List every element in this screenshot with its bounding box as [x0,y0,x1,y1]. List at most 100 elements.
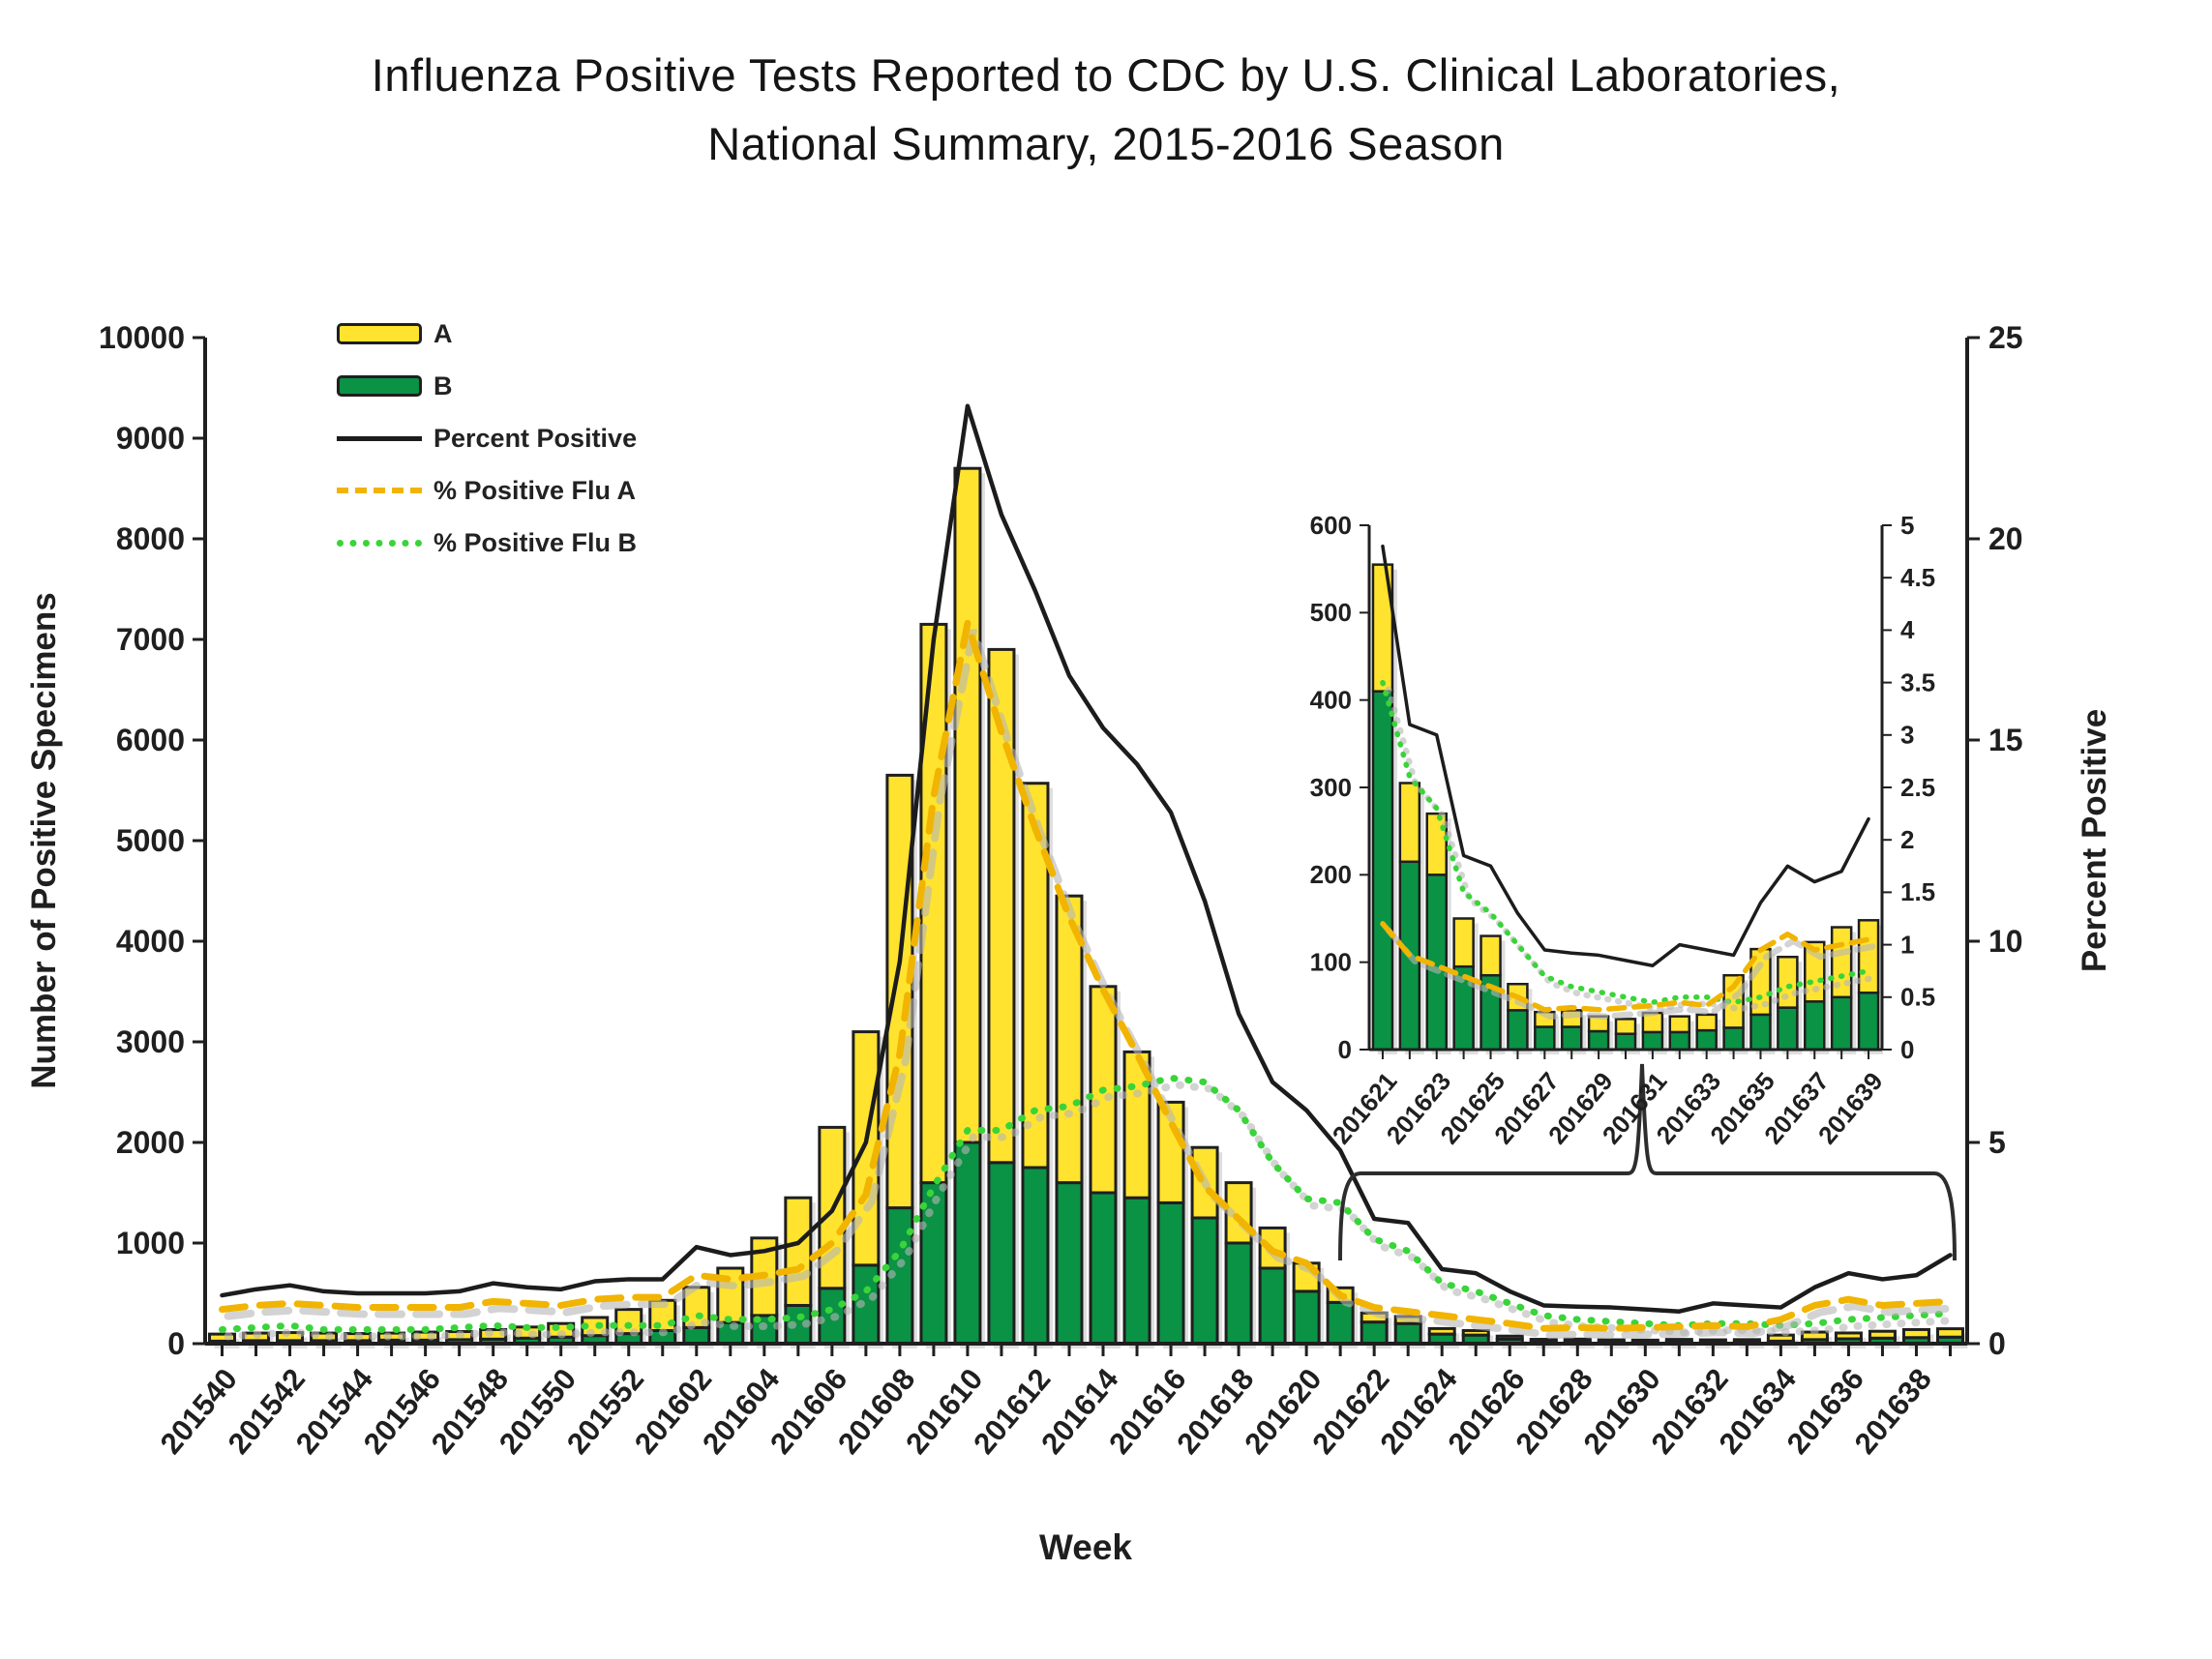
y2-tick-label: 20 [1988,521,2023,556]
y-tick-label: 400 [1310,686,1352,715]
bar-b-201632 [1668,1030,1691,1052]
legend-label-percent-flu-b: % Positive Flu B [433,527,638,557]
legend-item-flu-a: A [337,319,637,348]
bar-a-201632 [1668,1015,1691,1034]
bar-a-201636 [1777,955,1799,1009]
y2-tick-label: 0 [1988,1326,2006,1361]
y-tick-label: 600 [1310,511,1352,540]
bar-b-201631 [1641,1030,1664,1052]
bar-a-201634 [1766,1333,1795,1343]
main-y-axis-title: Number of Positive Specimens [25,592,63,1088]
bar-b-201634 [1722,1026,1745,1052]
legend-item-percent-flu-a: % Positive Flu A [337,476,637,505]
bar-a-201625 [1461,1328,1490,1337]
bar-b-201611 [987,1161,1016,1346]
bar-b-201610 [953,1141,982,1346]
bar-shadow [1536,1344,1562,1348]
y-tick-label: 9000 [116,421,185,456]
bar-a-201630 [1630,1338,1659,1344]
y2-tick-label: 5 [1900,511,1914,540]
bar-a-201611 [987,647,1016,1165]
flu-b-bar-swatch [337,375,422,397]
y2-tick-label: 5 [1988,1125,2006,1160]
y-tick-label: 300 [1310,773,1352,802]
bar-b-201636 [1777,1006,1799,1052]
flu-a-bar-swatch [337,323,422,344]
y2-tick-label: 1 [1900,930,1914,959]
percent-flu-a-line-swatch [337,488,422,493]
y2-tick-label: 0.5 [1900,983,1935,1012]
bar-b-201602 [682,1325,711,1346]
bar-a-201633 [1695,1013,1718,1032]
bar-b-201619 [1258,1266,1287,1346]
percent-flu-b-line-swatch [337,539,422,547]
bar-shadow [1671,1344,1697,1348]
y-tick-label: 200 [1310,860,1352,889]
bar-b-201626 [1507,1009,1529,1052]
chart-title: Influenza Positive Tests Reported to CDC… [0,41,2212,179]
main-y2-axis-title: Percent Positive [2076,709,2113,972]
bar-a-201632 [1698,1338,1727,1344]
bar-a-201605 [784,1196,813,1307]
percent-flu-b-line-shadow [1385,686,1878,1013]
bar-shadow [1637,1345,1663,1348]
bar-b-201633 [1695,1028,1718,1052]
bar-b-201639 [1857,992,1880,1052]
y-tick-label: 0 [1338,1035,1352,1064]
y-tick-label: 500 [1310,598,1352,627]
percent-flu-a-line [1380,921,1871,1013]
y-tick-label: 100 [1310,948,1352,977]
y2-tick-label: 10 [1988,924,2023,959]
chart-title-line-1: Influenza Positive Tests Reported to CDC… [371,49,1841,101]
bar-a-201622 [1398,782,1421,864]
bar-b-201622 [1360,1320,1389,1346]
bar-b-201635 [1749,1013,1772,1052]
y2-tick-label: 3.5 [1900,667,1935,696]
chart-title-line-2: National Summary, 2015-2016 Season [707,118,1505,170]
bar-a-201610 [953,466,982,1144]
y2-tick-label: 4.5 [1900,563,1935,592]
bar-b-201623 [1393,1321,1422,1346]
bar-a-201631 [1664,1338,1693,1344]
bar-shadow [1739,1344,1765,1348]
bar-b-201637 [1804,1000,1826,1052]
bar-shadow [1705,1345,1731,1348]
y-tick-label: 10000 [99,320,185,355]
legend-item-flu-b: B [337,371,637,400]
y-tick-label: 3000 [116,1024,185,1059]
legend-item-percent-positive: Percent Positive [337,424,637,453]
y-tick-label: 4000 [116,924,185,959]
y2-tick-label: 1.5 [1900,877,1935,906]
bar-b-201629 [1587,1029,1610,1052]
y-tick-label: 8000 [116,521,185,556]
y2-tick-label: 3 [1900,721,1914,750]
bar-a-201608 [885,773,914,1210]
bar-b-201621 [1326,1300,1355,1346]
bar-b-201621 [1371,690,1394,1052]
percent-flu-b-line [1380,679,1871,1005]
percent-flu-a-line [219,619,1954,1332]
bar-a-201633 [1732,1338,1761,1344]
bar-b-201627 [1534,1025,1556,1052]
bar-a-201629 [1597,1338,1626,1344]
percent-flu-a-line-shadow [1385,927,1878,1021]
inset-chart: 0 100 200 300 400 500 600 0 0.5 1 1.5 2 2.5 3 3.5 4 4.5 5… [1310,511,1936,1149]
bar-a-201627 [1529,1338,1558,1343]
bar-shadow [1569,1344,1596,1348]
y2-tick-label: 4 [1900,615,1915,644]
bar-a-201637 [1868,1329,1897,1340]
y2-tick-label: 2.5 [1900,773,1935,802]
bar-a-201638 [1901,1327,1930,1340]
chart-legend: A B Percent Positive % Positive Flu A % … [337,319,637,557]
y-tick-label: 6000 [116,723,185,757]
percent-positive-line [1381,544,1870,968]
legend-label-percent-flu-a: % Positive Flu A [433,475,637,505]
zoom-callout-brace [1338,1063,1957,1261]
bar-b-201617 [1190,1216,1219,1346]
legend-item-percent-flu-b: % Positive Flu B [337,528,637,557]
main-x-axis-title: Week [1039,1527,1132,1567]
bar-a-201628 [1563,1337,1592,1343]
bar-b-201612 [1021,1166,1050,1346]
